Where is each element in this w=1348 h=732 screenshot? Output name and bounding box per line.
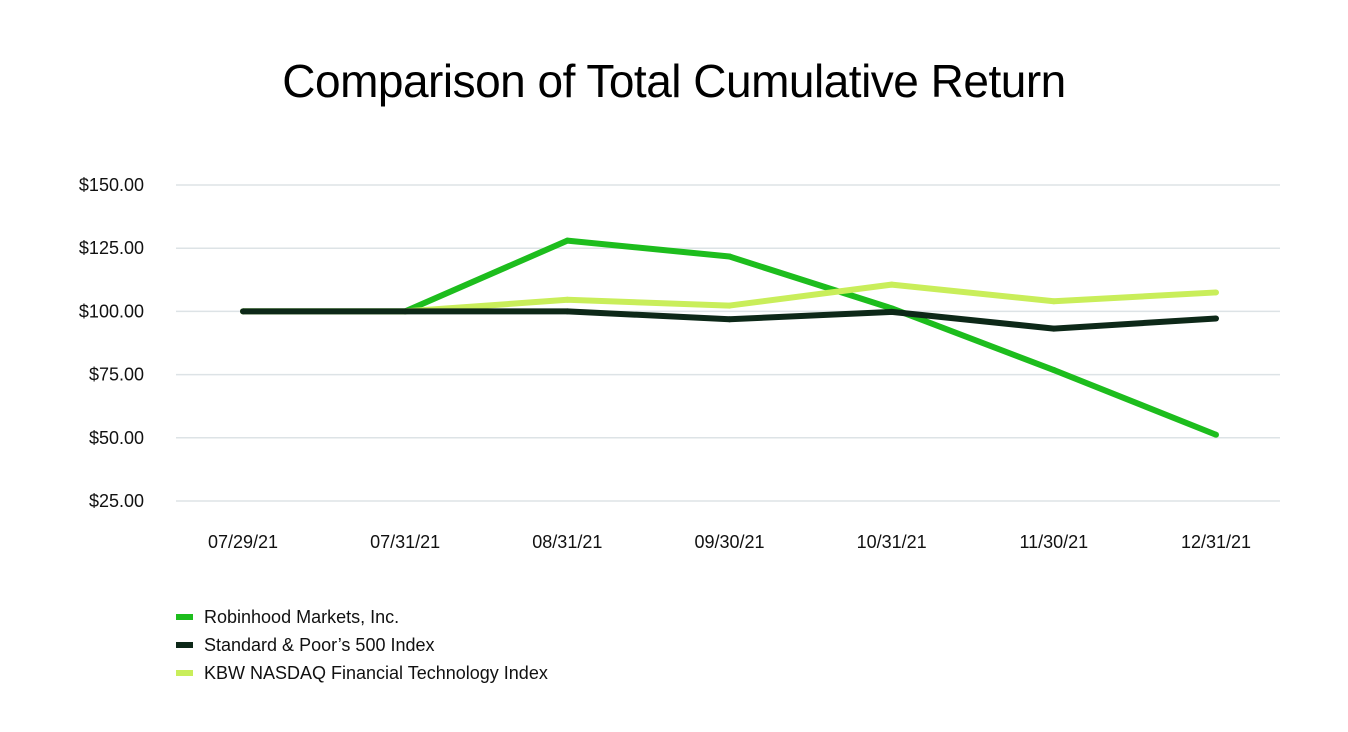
x-tick-label: 10/31/21 <box>857 532 927 552</box>
data-point-standard-poor-s-500-index <box>1050 325 1057 332</box>
legend-item: Robinhood Markets, Inc. <box>176 603 548 631</box>
line-chart: $25.00$50.00$75.00$100.00$125.00$150.00 … <box>79 175 1280 552</box>
data-point-robinhood-markets-inc <box>564 237 571 244</box>
data-point-standard-poor-s-500-index <box>726 316 733 323</box>
x-tick-label: 09/30/21 <box>694 532 764 552</box>
x-tick-label: 07/29/21 <box>208 532 278 552</box>
legend-item: Standard & Poor’s 500 Index <box>176 631 548 659</box>
x-tick-label: 08/31/21 <box>532 532 602 552</box>
data-point-kbw-nasdaq-financial-technology-index <box>1050 298 1057 305</box>
data-point-standard-poor-s-500-index <box>564 308 571 315</box>
x-tick-label: 07/31/21 <box>370 532 440 552</box>
y-tick-label: $100.00 <box>79 301 144 321</box>
data-point-kbw-nasdaq-financial-technology-index <box>564 296 571 303</box>
data-point-kbw-nasdaq-financial-technology-index <box>1213 289 1219 296</box>
x-tick-label: 11/30/21 <box>1019 532 1088 552</box>
series-line-robinhood-markets-inc <box>243 237 1218 438</box>
data-point-robinhood-markets-inc <box>1050 367 1057 374</box>
data-point-robinhood-markets-inc <box>1213 431 1219 438</box>
legend-label: Standard & Poor’s 500 Index <box>204 634 435 655</box>
y-tick-label: $50.00 <box>89 428 144 448</box>
y-tick-label: $125.00 <box>79 238 144 258</box>
y-tick-label: $75.00 <box>89 365 144 385</box>
y-tick-label: $150.00 <box>79 175 144 195</box>
data-point-robinhood-markets-inc <box>726 253 733 260</box>
chart-legend: Robinhood Markets, Inc. Standard & Poor’s… <box>176 603 548 687</box>
legend-swatch <box>176 670 193 676</box>
legend-item: KBW NASDAQ Financial Technology Index <box>176 659 548 687</box>
legend-swatch <box>176 642 193 648</box>
data-point-standard-poor-s-500-index <box>402 308 409 315</box>
data-point-kbw-nasdaq-financial-technology-index <box>888 281 895 288</box>
legend-swatch <box>176 614 193 620</box>
legend-label: KBW NASDAQ Financial Technology Index <box>204 662 548 683</box>
data-point-standard-poor-s-500-index <box>1213 315 1219 322</box>
x-axis-tick-labels: 07/29/21 07/31/21 08/31/21 09/30/21 10/31/21… <box>208 532 1251 552</box>
data-point-standard-poor-s-500-index <box>888 308 895 315</box>
grid-lines <box>176 184 1280 502</box>
y-tick-label: $25.00 <box>89 491 144 511</box>
data-point-kbw-nasdaq-financial-technology-index <box>726 302 733 309</box>
y-axis-tick-labels: $25.00 $50.00 $75.00 $100.00 $125.00 $150.00 <box>79 175 144 511</box>
chart-title: Comparison of Total Cumulative Return <box>282 55 1066 107</box>
data-point-standard-poor-s-500-index <box>240 308 246 315</box>
series-lines <box>240 237 1219 438</box>
x-tick-label: 12/31/21 <box>1181 532 1251 552</box>
legend-label: Robinhood Markets, Inc. <box>204 606 400 627</box>
